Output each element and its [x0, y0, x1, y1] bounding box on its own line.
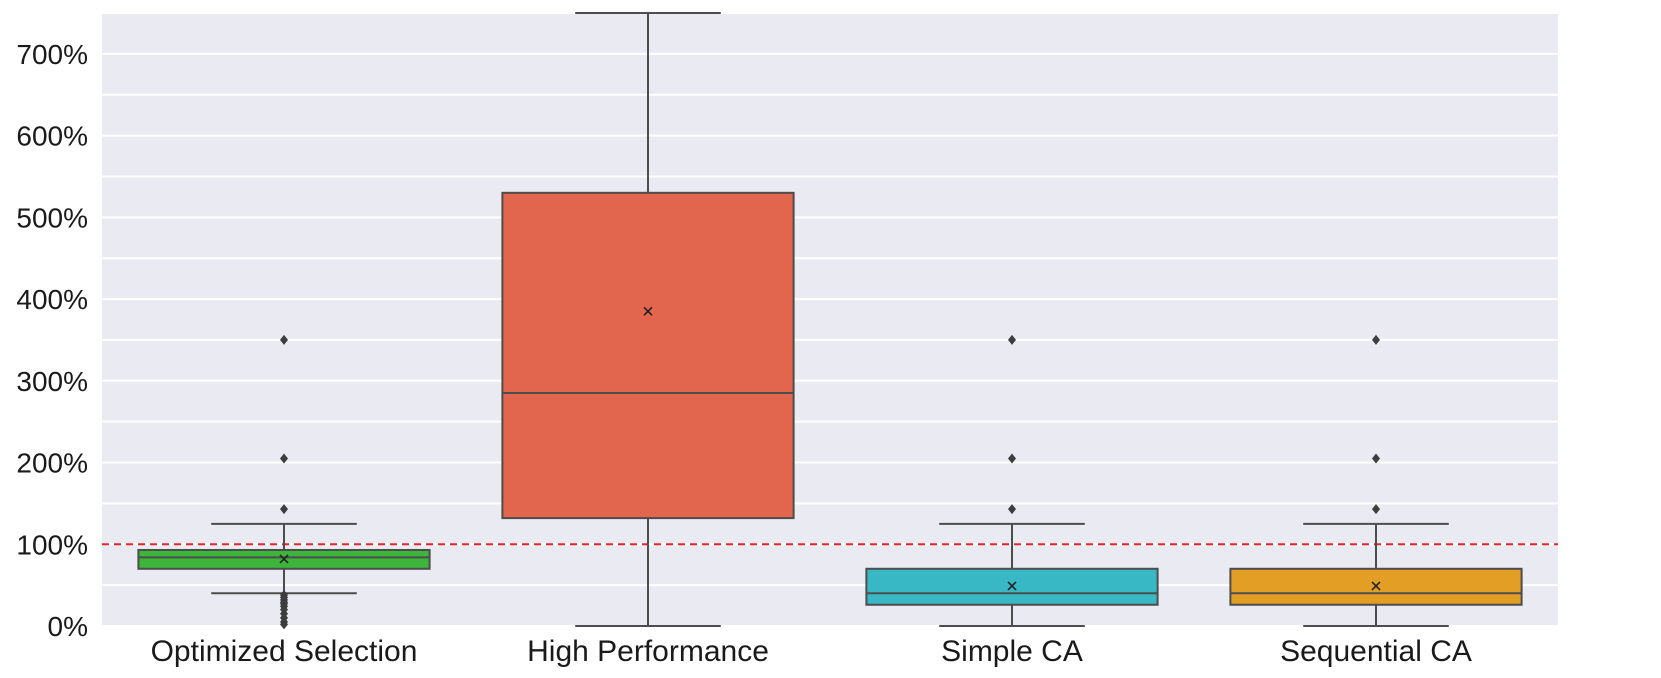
- mean-marker: [1007, 581, 1017, 591]
- x-category-label: Simple CA: [941, 635, 1083, 668]
- y-tick-label: 400%: [16, 284, 88, 315]
- mean-marker: [643, 306, 653, 316]
- boxes: [137, 12, 1523, 630]
- outlier-point: [280, 453, 288, 464]
- y-tick-label: 100%: [16, 529, 88, 560]
- y-tick-label: 600%: [16, 121, 88, 152]
- box-optimized-selection: [137, 334, 431, 630]
- grid-lines: [102, 12, 1558, 627]
- box-high-performance: [501, 12, 795, 627]
- plot-background: [102, 13, 1558, 626]
- outlier-point: [280, 504, 288, 515]
- y-tick-label: 500%: [16, 202, 88, 233]
- box-iqr: [501, 191, 795, 520]
- outlier-point: [280, 619, 288, 630]
- box-sequential-ca: [1229, 334, 1523, 627]
- y-tick-label: 200%: [16, 448, 88, 479]
- y-tick-label: 300%: [16, 366, 88, 397]
- y-tick-label: 700%: [16, 39, 88, 70]
- y-axis-tick-labels: 0% 100% 200% 300% 400% 500% 600% 700%: [16, 39, 88, 642]
- outlier-point: [1008, 334, 1016, 345]
- x-category-label: Sequential CA: [1280, 635, 1472, 668]
- x-category-label: High Performance: [527, 635, 769, 668]
- mean-marker: [279, 554, 289, 564]
- x-axis-category-labels: Optimized Selection High Performance Simpl…: [151, 635, 1472, 668]
- outlier-point: [1372, 453, 1380, 464]
- outlier-point: [1008, 453, 1016, 464]
- outlier-point: [280, 334, 288, 345]
- mean-marker: [1371, 581, 1381, 591]
- outlier-point: [1372, 334, 1380, 345]
- outlier-point: [1008, 504, 1016, 515]
- outlier-point: [1372, 504, 1380, 515]
- x-category-label: Optimized Selection: [151, 635, 418, 668]
- y-tick-label: 0%: [48, 611, 88, 642]
- box-simple-ca: [865, 334, 1159, 627]
